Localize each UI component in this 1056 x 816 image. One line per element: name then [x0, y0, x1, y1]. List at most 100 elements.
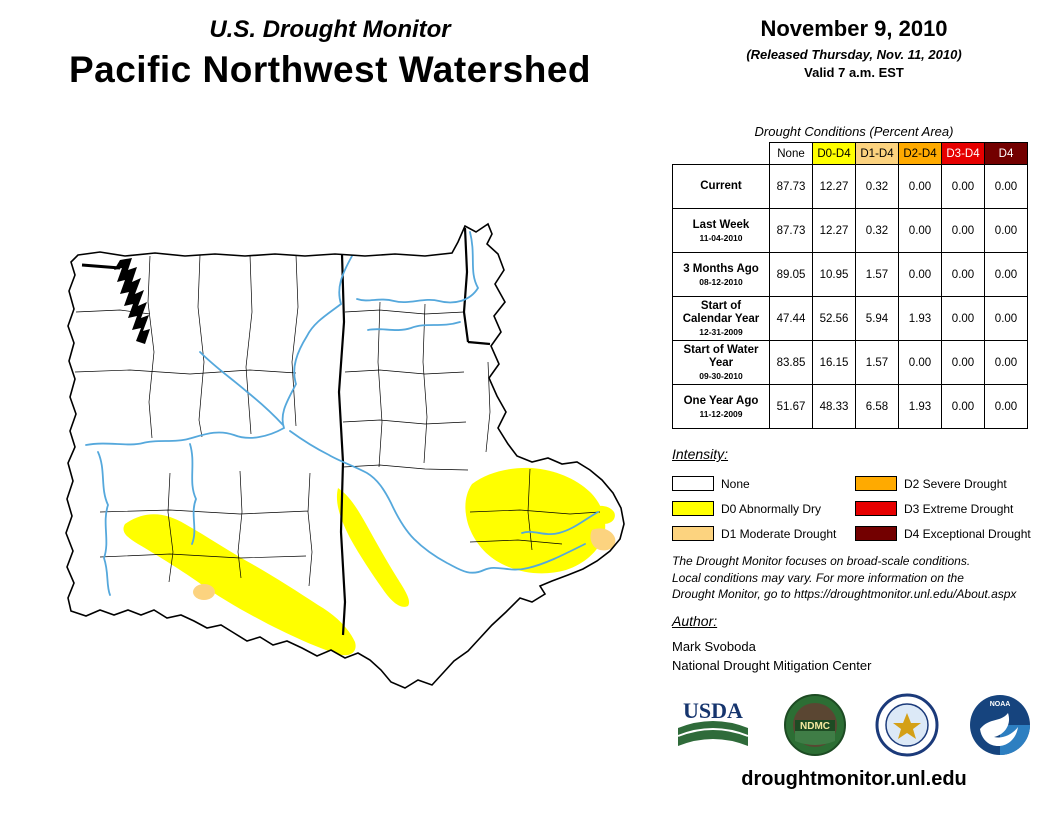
table-row: Last Week 11-04-2010 87.73 12.27 0.32 0.… — [672, 208, 1028, 253]
strait-juan-de-fuca — [81, 263, 121, 270]
legend-item-d0: D0 Abnormally Dry — [672, 496, 855, 521]
commerce-seal — [875, 693, 939, 757]
table-cell: 0.00 — [984, 296, 1028, 341]
table-corner-cell — [672, 142, 770, 165]
site-url: droughtmonitor.unl.edu — [741, 768, 967, 790]
row-label: Start of Water Year 09-30-2010 — [672, 340, 770, 385]
table-cell: 6.58 — [855, 384, 899, 429]
legend-item-d2: D2 Severe Drought — [855, 471, 1040, 496]
table-cell: 0.00 — [984, 252, 1028, 297]
table-cell: 10.95 — [812, 252, 856, 297]
svg-text:NOAA: NOAA — [990, 701, 1011, 708]
table-cell: 0.00 — [984, 384, 1028, 429]
legend: Intensity: None D0 Abnormally Dry D1 Mod… — [672, 446, 1040, 546]
legend-label: D0 Abnormally Dry — [721, 501, 822, 516]
d0-region-east — [465, 467, 606, 574]
table-cell: 1.93 — [898, 384, 942, 429]
title-block: U.S. Drought Monitor Pacific Northwest W… — [0, 16, 660, 91]
table-row: Current 87.73 12.27 0.32 0.00 0.00 0.00 — [672, 164, 1028, 209]
d0-region-far-east — [591, 505, 615, 524]
table-cell: 48.33 — [812, 384, 856, 429]
table-cell: 12.27 — [812, 208, 856, 253]
table-cell: 87.73 — [769, 208, 813, 253]
map-date: November 9, 2010 — [760, 16, 948, 41]
noaa-logo: NOAA — [969, 695, 1030, 755]
table-cell: 51.67 — [769, 384, 813, 429]
col-header-d4: D4 — [984, 142, 1028, 165]
author-org: National Drought Mitigation Center — [672, 658, 872, 673]
row-label: Last Week 11-04-2010 — [672, 208, 770, 253]
table-cell: 0.32 — [855, 208, 899, 253]
county-lines — [74, 254, 601, 587]
table-cell: 52.56 — [812, 296, 856, 341]
table-cell: 1.57 — [855, 252, 899, 297]
usda-logo: USDA — [677, 698, 749, 746]
legend-item-d3: D3 Extreme Drought — [855, 496, 1040, 521]
row-label: One Year Ago 11-12-2009 — [672, 384, 770, 429]
table-cell: 16.15 — [812, 340, 856, 385]
d1-swatch — [672, 526, 714, 541]
legend-item-d4: D4 Exceptional Drought — [855, 521, 1040, 546]
logo-row: USDA NDMC NOAA — [672, 690, 1032, 760]
d0-region-southwest — [123, 514, 356, 656]
legend-label: D3 Extreme Drought — [904, 501, 1014, 516]
table-cell: 0.00 — [941, 164, 985, 209]
puget-sound — [114, 258, 150, 344]
table-cell: 0.00 — [941, 384, 985, 429]
col-header-d2-d4: D2-D4 — [898, 142, 942, 165]
table-cell: 89.05 — [769, 252, 813, 297]
col-header-none: None — [769, 142, 813, 165]
table-cell: 0.00 — [941, 340, 985, 385]
d0-swatch — [672, 501, 714, 516]
row-label: Start of Calendar Year 12-31-2009 — [672, 296, 770, 341]
d2-swatch — [855, 476, 897, 491]
table-cell: 0.00 — [898, 340, 942, 385]
table-cell: 87.73 — [769, 164, 813, 209]
table-row: One Year Ago 11-12-2009 51.67 48.33 6.58… — [672, 384, 1028, 429]
d4-swatch — [855, 526, 897, 541]
table-cell: 83.85 — [769, 340, 813, 385]
legend-label: D4 Exceptional Drought — [904, 526, 1031, 541]
legend-label: D1 Moderate Drought — [721, 526, 837, 541]
table-row: Start of Calendar Year 12-31-2009 47.44 … — [672, 296, 1028, 341]
table-cell: 12.27 — [812, 164, 856, 209]
svg-text:NDMC: NDMC — [800, 721, 830, 732]
table-header-row: None D0-D4 D1-D4 D2-D4 D3-D4 D4 — [672, 142, 1028, 165]
valid-time: Valid 7 a.m. EST — [804, 65, 904, 80]
d1-region-south — [193, 584, 215, 600]
ndmc-logo: NDMC — [783, 694, 846, 756]
legend-item-d1: D1 Moderate Drought — [672, 521, 855, 546]
table-cell: 0.00 — [898, 164, 942, 209]
disclaimer-line: Local conditions may vary. For more info… — [672, 570, 964, 585]
table-cell: 1.93 — [898, 296, 942, 341]
table-row: 3 Months Ago 08-12-2010 89.05 10.95 1.57… — [672, 252, 1028, 297]
table-cell: 0.00 — [984, 340, 1028, 385]
col-header-d3-d4: D3-D4 — [941, 142, 985, 165]
drought-conditions-table: None D0-D4 D1-D4 D2-D4 D3-D4 D4 Current … — [672, 142, 1028, 429]
table-cell: 0.00 — [984, 208, 1028, 253]
table-cell: 1.57 — [855, 340, 899, 385]
table-cell: 0.00 — [941, 252, 985, 297]
drought-map — [65, 223, 625, 689]
col-header-d1-d4: D1-D4 — [855, 142, 899, 165]
table-row: Start of Water Year 09-30-2010 83.85 16.… — [672, 340, 1028, 385]
table-cell: 0.00 — [984, 164, 1028, 209]
row-label: 3 Months Ago 08-12-2010 — [672, 252, 770, 297]
d3-swatch — [855, 501, 897, 516]
table-cell: 0.00 — [898, 208, 942, 253]
d0-region-coast — [66, 583, 69, 606]
author-block: Author: Mark Svoboda National Drought Mi… — [672, 613, 871, 675]
report-title: U.S. Drought Monitor — [209, 16, 451, 43]
legend-label: D2 Severe Drought — [904, 476, 1007, 491]
date-block: November 9, 2010 (Released Thursday, Nov… — [668, 16, 1040, 80]
row-label: Current — [672, 164, 770, 209]
none-swatch — [672, 476, 714, 491]
legend-label: None — [721, 476, 750, 491]
table-cell: 47.44 — [769, 296, 813, 341]
col-header-d0-d4: D0-D4 — [812, 142, 856, 165]
disclaimer-line: The Drought Monitor focuses on broad-sca… — [672, 554, 971, 568]
author-name: Mark Svoboda — [672, 639, 756, 654]
rivers — [85, 231, 599, 596]
legend-grid: None D0 Abnormally Dry D1 Moderate Droug… — [672, 471, 1040, 546]
